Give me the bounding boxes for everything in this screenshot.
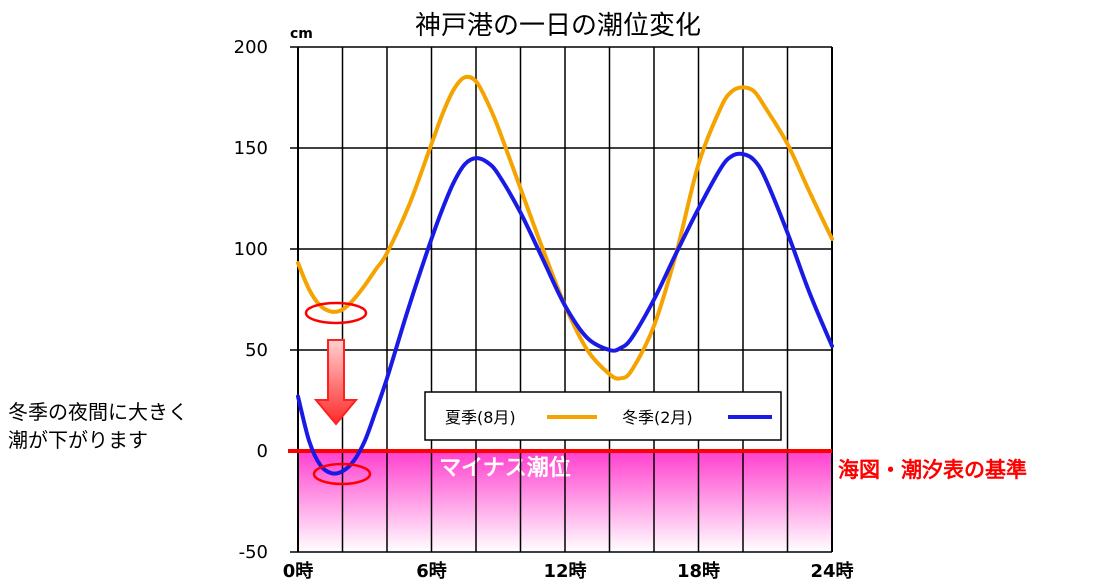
y-tick-labels: 200 150 100 50 0 -50 [234, 37, 298, 563]
chart-title: 神戸港の一日の潮位変化 [415, 11, 701, 41]
legend: 夏季(8月) 冬季(2月) [424, 391, 782, 441]
series-lines [296, 74, 834, 476]
grid-lines [297, 46, 833, 553]
series-line-winter [296, 151, 834, 476]
x-tick-label: 6時 [416, 561, 447, 582]
x-tick-label: 0時 [283, 561, 314, 582]
y-tick-label: -50 [239, 542, 268, 563]
y-tick-label: 100 [234, 239, 268, 260]
y-tick-label: 200 [234, 37, 268, 58]
legend-label-winter: 冬季(2月) [622, 408, 693, 427]
y-tick-label: 50 [245, 340, 268, 361]
annotation-line-2: 潮が下がります [8, 428, 148, 452]
winter-minimum-highlight [312, 462, 372, 486]
x-tick-label: 12時 [543, 561, 586, 582]
x-tick-label: 24時 [810, 561, 853, 582]
y-tick-label: 0 [257, 441, 268, 462]
summer-minimum-highlight [304, 301, 368, 325]
y-tick-label: 150 [234, 138, 268, 159]
down-arrow-icon [313, 339, 359, 426]
series-line-summer [296, 74, 834, 381]
annotation-line-1: 冬季の夜間に大きく [8, 400, 188, 424]
minus-tide-label: マイナス潮位 [439, 455, 571, 481]
reference-line-label: 海図・潮汐表の基準 [838, 458, 1027, 482]
y-axis-unit: cm [290, 26, 313, 42]
legend-label-summer: 夏季(8月) [445, 408, 516, 427]
x-tick-label: 18時 [677, 561, 720, 582]
x-tick-labels: 0時 6時 12時 18時 24時 [283, 561, 854, 582]
